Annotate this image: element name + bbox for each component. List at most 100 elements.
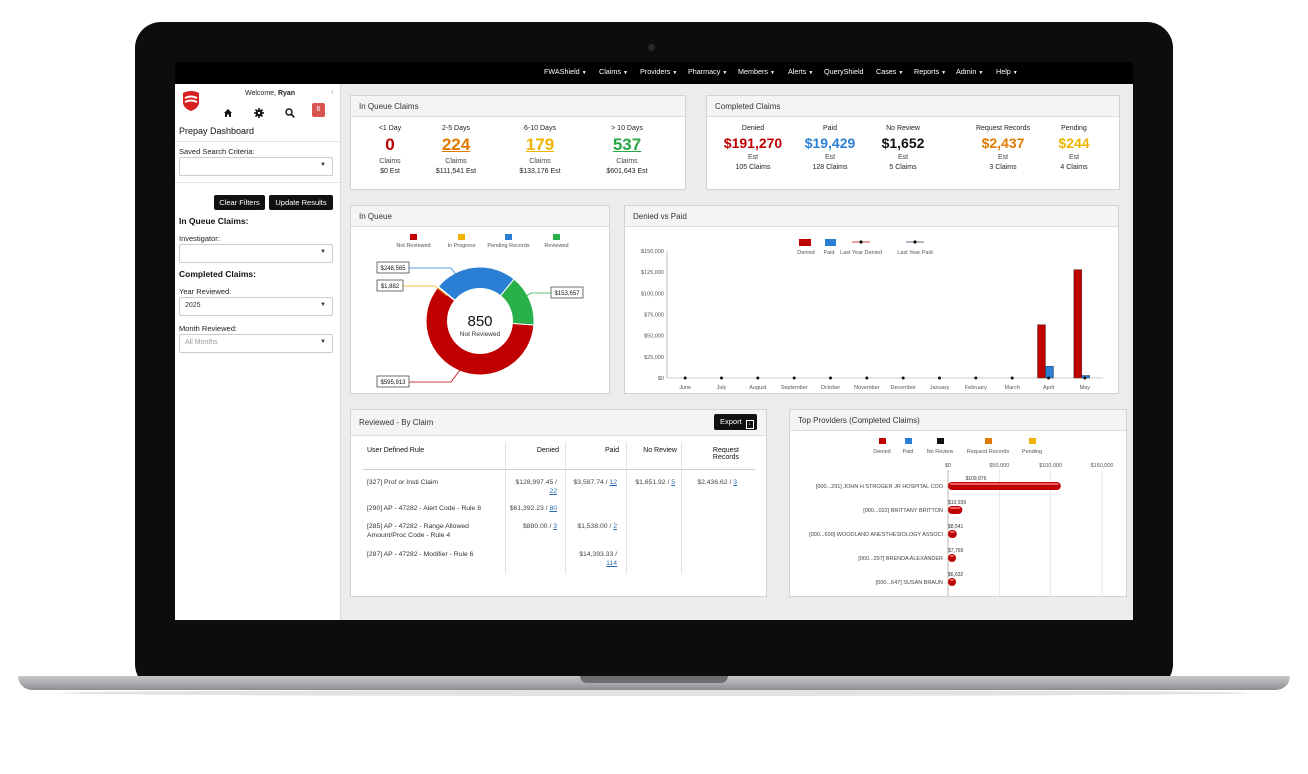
in-queue-stat[interactable]: > 10 Days 537 Claims $601,643 Est — [588, 125, 666, 175]
panel-header: In Queue Claims — [351, 96, 685, 117]
in-queue-stat[interactable]: 6-10 Days 179 Claims $133,176 Est — [501, 125, 579, 175]
x-tick-label: August — [749, 385, 767, 391]
nav-item[interactable]: Admin ▼ — [956, 67, 983, 76]
legend-label[interactable]: Last Year Paid — [897, 250, 932, 256]
year-reviewed-select[interactable]: 2025 ▼ — [179, 297, 333, 316]
nav-item-label: Providers — [640, 67, 671, 76]
caret-down-icon: ▼ — [581, 70, 587, 76]
collapse-chevron-icon[interactable]: ‹ — [331, 87, 334, 96]
nav-item[interactable]: QueryShield — [824, 67, 864, 76]
last-year-marker[interactable] — [865, 376, 869, 380]
nav-item[interactable]: FWAShield ▼ — [544, 67, 587, 76]
last-year-marker[interactable] — [1047, 376, 1050, 380]
legend-label[interactable]: Last Year Denied — [840, 250, 882, 256]
column-header[interactable]: Request Records — [712, 447, 739, 461]
completed-stat[interactable]: Pending $244 Est 4 Claims — [1028, 125, 1120, 171]
stat-claims: 3 Claims — [989, 164, 1017, 171]
completed-stat[interactable]: Paid $19,429 Est 128 Claims — [784, 125, 876, 171]
update-results-button[interactable]: Update Results — [269, 195, 333, 210]
column-header[interactable]: Denied — [536, 447, 559, 454]
legend-label[interactable]: Paid — [823, 250, 834, 256]
clear-filters-button[interactable]: Clear Filters — [214, 195, 265, 210]
cell-amount: $2,436.62 / — [697, 479, 734, 486]
stat-count[interactable]: 179 — [525, 135, 555, 154]
nav-item[interactable]: Cases ▼ — [876, 67, 903, 76]
nav-item[interactable]: Pharmacy ▼ — [688, 67, 727, 76]
nav-item[interactable]: Reports ▼ — [914, 67, 946, 76]
last-year-marker[interactable] — [1010, 376, 1014, 380]
cell-amount: $61,392.23 / — [509, 505, 550, 512]
nav-item-label: Claims — [599, 67, 621, 76]
cell-count-link[interactable]: 2 — [613, 523, 617, 530]
legend-item[interactable]: In Progress — [439, 234, 484, 249]
nav-item[interactable]: Help ▼ — [996, 67, 1018, 76]
column-header[interactable]: No Review — [643, 447, 677, 454]
completed-stat[interactable]: Denied $191,270 Est 105 Claims — [707, 125, 799, 171]
last-year-marker[interactable] — [792, 376, 796, 380]
legend-label[interactable]: Denied — [873, 449, 890, 455]
legend-item[interactable]: Pending Records — [481, 234, 536, 249]
panel-title: Completed Claims — [715, 102, 781, 111]
gear-icon[interactable] — [254, 105, 264, 123]
provider-label[interactable]: [000...297] BRENDA ALEXANDER — [858, 556, 943, 562]
last-year-marker[interactable] — [1083, 376, 1087, 380]
legend-label[interactable]: Pending — [1022, 449, 1042, 455]
nav-item[interactable]: Providers ▼ — [640, 67, 677, 76]
legend-item[interactable]: Reviewed — [534, 234, 579, 249]
cell-count-link[interactable]: 80 — [549, 505, 557, 512]
export-button[interactable]: Export ↓ — [714, 414, 757, 430]
bar-denied[interactable] — [1037, 324, 1046, 379]
provider-label[interactable]: [000...647] SUSAN BRAUN — [876, 580, 943, 586]
saved-search-select[interactable]: ▼ — [179, 157, 333, 176]
in-queue-stat[interactable]: <1 Day 0 Claims $0 Est — [351, 125, 429, 175]
stat-count[interactable]: 0 — [385, 135, 395, 154]
cell-count-link[interactable]: 3 — [733, 479, 737, 486]
last-year-marker[interactable] — [829, 376, 832, 380]
bar-paid[interactable] — [1045, 365, 1054, 379]
completed-stat[interactable]: No Review $1,652 Est 5 Claims — [857, 125, 949, 171]
last-year-marker[interactable] — [683, 376, 687, 380]
month-reviewed-select[interactable]: All Months ▼ — [179, 334, 333, 353]
stat-count[interactable]: 224 — [441, 135, 471, 154]
stat-claims: 4 Claims — [1060, 164, 1088, 171]
nav-item[interactable]: Claims ▼ — [599, 67, 628, 76]
brand-logo[interactable] — [181, 90, 201, 117]
in-queue-stat[interactable]: 2-5 Days 224 Claims $111,541 Est — [417, 125, 495, 175]
investigator-select[interactable]: ▼ — [179, 244, 333, 263]
column-header[interactable]: User Defined Rule — [367, 447, 425, 454]
x-tick-label: December — [890, 385, 916, 391]
stat-count[interactable]: 537 — [612, 135, 642, 154]
notification-badge[interactable]: 6 — [312, 103, 325, 117]
stat-estimate: $133,176 Est — [519, 168, 561, 175]
home-icon[interactable] — [223, 105, 233, 123]
completed-stat[interactable]: Request Records $2,437 Est 3 Claims — [957, 125, 1049, 171]
last-year-marker[interactable] — [974, 376, 978, 380]
cell-count-link[interactable]: 12 — [609, 479, 617, 486]
legend-item[interactable]: Not Reviewed — [391, 234, 436, 249]
cell-count-link[interactable]: 3 — [553, 523, 557, 530]
caret-down-icon: ▼ — [1012, 70, 1018, 76]
legend-label[interactable]: No Review — [927, 449, 954, 455]
provider-label[interactable]: [000...022] BRITTANY BRITTON — [863, 508, 943, 514]
table-row: [327] Prof or Insti Claim — [367, 478, 499, 487]
last-year-marker[interactable] — [901, 376, 905, 380]
last-year-marker[interactable] — [756, 376, 760, 380]
last-year-marker[interactable] — [720, 376, 723, 380]
provider-label[interactable]: [000...291] JOHN H STROGER JR HOSPITAL C… — [816, 484, 944, 490]
cell-count-link[interactable]: 22 — [549, 488, 557, 495]
x-tick-label: $0 — [945, 463, 951, 469]
last-year-marker[interactable] — [938, 376, 941, 380]
search-icon[interactable] — [285, 105, 295, 123]
nav-item[interactable]: Alerts ▼ — [788, 67, 813, 76]
legend-label[interactable]: Paid — [902, 449, 913, 455]
legend-label[interactable]: Request Records — [967, 449, 1010, 455]
nav-item[interactable]: Members ▼ — [738, 67, 775, 76]
table-cell: $128,997.45 / 22 — [507, 478, 557, 496]
table-cell: $880.00 / 3 — [507, 522, 557, 531]
cell-count-link[interactable]: 5 — [671, 479, 675, 486]
legend-label[interactable]: Denied — [797, 250, 814, 256]
column-header[interactable]: Paid — [604, 447, 619, 454]
cell-count-link[interactable]: 114 — [606, 560, 617, 567]
bar-denied[interactable] — [1073, 269, 1083, 379]
provider-label[interactable]: [000...600] WOODLAND ANESTHESIOLOGY ASSO… — [809, 532, 943, 538]
